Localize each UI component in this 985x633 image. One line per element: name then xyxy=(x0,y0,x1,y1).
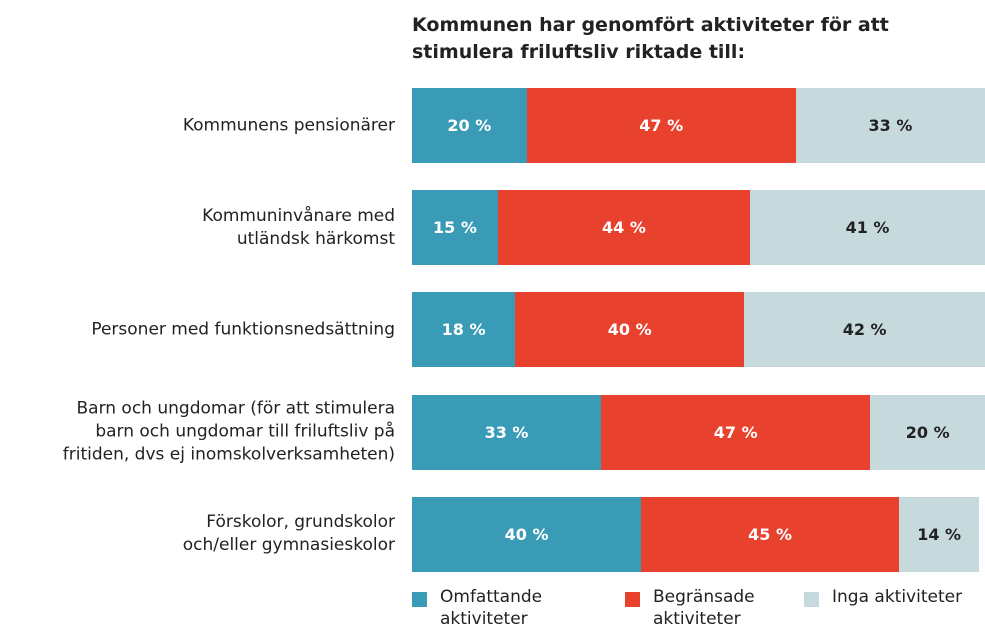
bar-segment: 33 % xyxy=(795,88,985,163)
bar-segment: 44 % xyxy=(497,190,751,266)
bar-segment: 45 % xyxy=(641,496,900,572)
bar-segment: 42 % xyxy=(744,292,985,368)
legend-swatch xyxy=(625,592,640,607)
value-label: 47 % xyxy=(713,422,758,442)
bar-segment: 47 % xyxy=(601,394,871,470)
legend-label: Begränsade aktiviteter xyxy=(653,587,755,629)
category-label: Personer med funktionsnedsättning xyxy=(91,319,395,340)
value-label: 15 % xyxy=(433,218,477,238)
bar-segment: 40 % xyxy=(515,292,745,368)
bar-segment: 40 % xyxy=(412,496,642,572)
bar-segment: 20 % xyxy=(870,394,985,470)
category-label: Kommuninvånare med utländsk härkomst xyxy=(202,205,395,249)
value-label: 44 % xyxy=(602,218,646,238)
value-label: 18 % xyxy=(441,320,486,340)
value-label: 14 % xyxy=(917,524,962,544)
legend-swatch xyxy=(804,592,819,607)
bar-segment: 15 % xyxy=(412,190,498,266)
value-label: 47 % xyxy=(639,116,684,135)
value-label: 42 % xyxy=(842,320,887,340)
bar-segment: 20 % xyxy=(412,88,527,163)
value-label: 41 % xyxy=(845,218,890,238)
chart-title: Kommunen har genomfört aktiviteter för a… xyxy=(412,14,889,63)
value-label: 20 % xyxy=(447,116,492,135)
value-label: 20 % xyxy=(905,422,950,442)
value-label: 40 % xyxy=(607,320,652,340)
bar-segment: 18 % xyxy=(412,292,516,368)
bar-segment: 41 % xyxy=(750,190,985,266)
bar-segment: 33 % xyxy=(412,394,602,470)
value-label: 45 % xyxy=(748,524,793,544)
value-label: 33 % xyxy=(868,116,913,135)
category-label: Barn och ungdomar (för att stimulera bar… xyxy=(62,398,395,465)
value-label: 33 % xyxy=(484,422,529,442)
value-label: 40 % xyxy=(504,524,549,544)
category-label: Kommunens pensionärer xyxy=(182,115,395,135)
legend-swatch xyxy=(412,592,427,607)
category-label: Förskolor, grundskolor och/eller gymnasi… xyxy=(182,512,395,556)
legend-label: Inga aktiviteter xyxy=(832,587,963,607)
bar-segment: 47 % xyxy=(526,88,796,163)
legend-label: Omfattande aktiviteter xyxy=(440,587,543,629)
bar-segment: 14 % xyxy=(899,496,980,572)
